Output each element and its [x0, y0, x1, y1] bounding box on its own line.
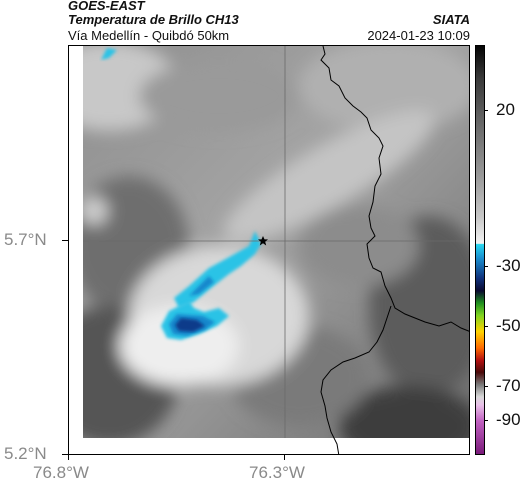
colorbar-label: -90 — [496, 410, 521, 429]
map-canvas — [69, 46, 469, 454]
colorbar-tick — [484, 266, 488, 267]
coastline — [320, 305, 392, 454]
datetime-label: 2024-01-23 10:09 — [367, 28, 470, 43]
y-tick-label: 5.2°N — [4, 444, 47, 463]
colorbar-tick — [484, 110, 488, 111]
org-label: SIATA — [432, 12, 470, 27]
colorbar-label: -50 — [496, 316, 521, 335]
colorbar-label: -30 — [496, 256, 521, 275]
boundary-line — [320, 46, 469, 332]
colorbar-tick — [484, 386, 488, 387]
colorbar-tick — [484, 326, 488, 327]
y-tick-mark — [62, 454, 68, 455]
x-tick-label: 76.3°W — [249, 463, 305, 482]
colorbar-label: -70 — [496, 376, 521, 395]
colorbar-label: 20 — [496, 100, 515, 119]
colorbar-tick — [484, 420, 488, 421]
y-tick-mark — [62, 240, 68, 241]
x-tick-mark — [284, 455, 285, 460]
satellite-name: GOES-EAST — [68, 0, 145, 13]
satellite-map[interactable] — [68, 45, 470, 455]
temperature-colorbar — [475, 45, 485, 455]
y-tick-label: 5.7°N — [4, 230, 47, 249]
left-margin — [69, 46, 83, 454]
product-title: Temperatura de Brillo CH13 — [68, 12, 239, 27]
location-star-icon[interactable] — [258, 236, 268, 246]
x-tick-mark — [68, 455, 69, 460]
route-subtitle: Vía Medellín - Quibdó 50km — [68, 28, 230, 43]
bottom-margin — [69, 438, 469, 454]
x-tick-label: 76.8°W — [33, 463, 89, 482]
convective-cell — [101, 48, 261, 340]
